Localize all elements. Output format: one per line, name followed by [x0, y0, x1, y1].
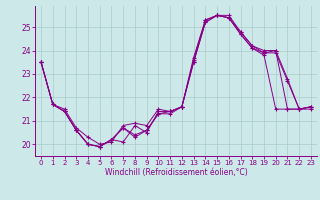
X-axis label: Windchill (Refroidissement éolien,°C): Windchill (Refroidissement éolien,°C) — [105, 168, 247, 177]
